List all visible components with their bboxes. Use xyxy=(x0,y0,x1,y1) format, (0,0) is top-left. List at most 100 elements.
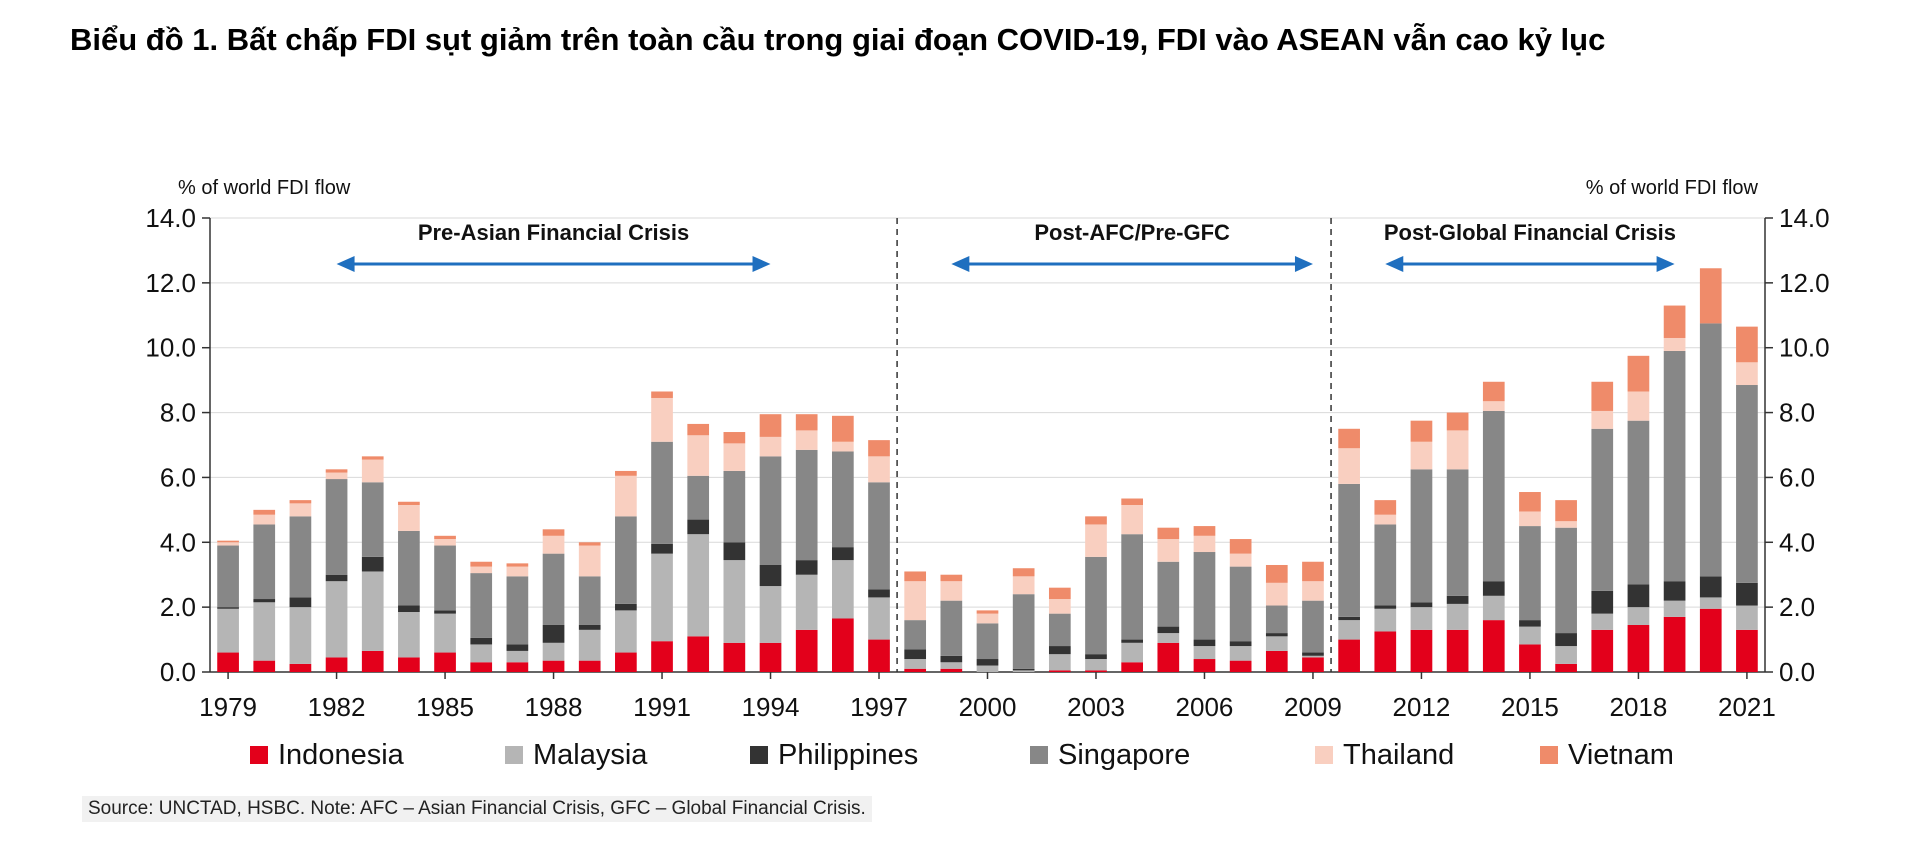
bar-vietnam-2014 xyxy=(1482,381,1505,402)
bar-thailand-1982 xyxy=(325,472,348,480)
bar-vietnam-2013 xyxy=(1446,412,1469,431)
bar-thailand-2018 xyxy=(1627,391,1650,421)
bar-malaysia-2016 xyxy=(1555,646,1577,664)
legend-swatch-singapore xyxy=(1030,746,1048,764)
bar-philippines-2017 xyxy=(1591,590,1614,614)
bar-malaysia-1990 xyxy=(615,610,637,653)
bar-vietnam-1986 xyxy=(470,561,493,567)
bar-philippines-1982 xyxy=(325,574,348,582)
bar-philippines-1991 xyxy=(651,543,673,554)
bar-thailand-1983 xyxy=(361,459,384,483)
bar-indonesia-1996 xyxy=(832,618,854,672)
bar-malaysia-2018 xyxy=(1627,607,1650,625)
bar-indonesia-1979 xyxy=(217,652,239,672)
bar-indonesia-1982 xyxy=(325,657,348,672)
arrow-left-head xyxy=(1385,256,1404,272)
bar-indonesia-2011 xyxy=(1374,631,1397,672)
bar-singapore-1998 xyxy=(904,620,927,650)
bar-philippines-2013 xyxy=(1446,595,1469,604)
bar-malaysia-2012 xyxy=(1410,607,1433,630)
legend-swatch-thailand xyxy=(1315,746,1333,764)
bar-indonesia-2017 xyxy=(1591,629,1614,672)
bar-singapore-2021 xyxy=(1736,385,1758,583)
y-tick-label-left: 4.0 xyxy=(160,527,196,557)
y-tick-label-left: 14.0 xyxy=(145,203,196,233)
bar-singapore-2002 xyxy=(1048,613,1071,647)
bar-indonesia-1997 xyxy=(868,639,890,672)
bar-vietnam-1989 xyxy=(578,542,601,546)
x-tick-label: 2000 xyxy=(959,692,1017,722)
bar-indonesia-1999 xyxy=(940,668,963,672)
bar-philippines-2005 xyxy=(1157,626,1180,634)
bar-philippines-1988 xyxy=(542,624,565,643)
bar-philippines-2015 xyxy=(1519,620,1541,627)
period-label: Post-Global Financial Crisis xyxy=(1384,220,1676,245)
bar-philippines-2008 xyxy=(1265,633,1288,637)
bar-malaysia-2019 xyxy=(1663,600,1686,617)
bar-philippines-1981 xyxy=(289,597,312,608)
bar-vietnam-2002 xyxy=(1048,587,1071,600)
bar-thailand-2015 xyxy=(1519,511,1541,527)
legend-label-vietnam: Vietnam xyxy=(1568,739,1674,771)
bar-thailand-2009 xyxy=(1302,581,1324,601)
bar-indonesia-1989 xyxy=(578,660,601,672)
bar-singapore-2004 xyxy=(1121,534,1143,640)
bar-singapore-2014 xyxy=(1482,410,1505,582)
legend-label-singapore: Singapore xyxy=(1058,739,1190,771)
bar-thailand-2013 xyxy=(1446,430,1469,470)
bar-malaysia-2006 xyxy=(1193,646,1216,660)
bar-singapore-2015 xyxy=(1519,526,1541,621)
legend-swatch-malaysia xyxy=(505,746,523,764)
bar-indonesia-2015 xyxy=(1519,644,1541,672)
bar-malaysia-1981 xyxy=(289,607,312,664)
bar-vietnam-2010 xyxy=(1338,428,1360,449)
bar-malaysia-2017 xyxy=(1591,613,1614,630)
bar-philippines-1989 xyxy=(578,624,601,630)
bar-singapore-1982 xyxy=(325,479,348,575)
bar-indonesia-1991 xyxy=(651,641,673,672)
bar-thailand-2006 xyxy=(1193,535,1216,553)
bar-singapore-2012 xyxy=(1410,469,1433,603)
axes: 0.0 0.0 2.0 2.0 4.0 4.0 6.0 6.0 8.0 8.0 10.0 10.0 12… xyxy=(145,203,1829,722)
bar-malaysia-2000 xyxy=(976,665,999,672)
bar-singapore-1983 xyxy=(361,482,384,557)
bar-thailand-2011 xyxy=(1374,514,1397,525)
y-tick-label-right: 0.0 xyxy=(1779,657,1815,687)
bar-philippines-1979 xyxy=(217,607,239,609)
bar-thailand-1993 xyxy=(723,443,746,471)
bar-philippines-2002 xyxy=(1048,646,1071,655)
bar-malaysia-2013 xyxy=(1446,603,1469,630)
bar-singapore-1988 xyxy=(542,553,565,625)
bar-vietnam-2009 xyxy=(1302,561,1324,582)
bar-malaysia-2001 xyxy=(1012,670,1035,672)
bar-singapore-2005 xyxy=(1157,561,1180,627)
bar-singapore-2018 xyxy=(1627,420,1650,585)
y-tick-label-left: 0.0 xyxy=(160,657,196,687)
period-label: Post-AFC/Pre-GFC xyxy=(1034,220,1230,245)
bar-thailand-1998 xyxy=(904,581,927,621)
bar-thailand-2002 xyxy=(1048,599,1071,614)
bar-vietnam-2016 xyxy=(1555,500,1577,522)
bar-vietnam-1994 xyxy=(759,414,782,437)
bar-indonesia-1983 xyxy=(361,650,384,672)
x-tick-label: 1988 xyxy=(525,692,583,722)
bar-singapore-2019 xyxy=(1663,350,1686,582)
bar-indonesia-2005 xyxy=(1157,642,1180,672)
y-tick-label-right: 12.0 xyxy=(1779,268,1830,298)
bar-philippines-2021 xyxy=(1736,582,1758,606)
bar-thailand-1985 xyxy=(434,539,456,546)
bar-vietnam-1991 xyxy=(651,391,673,398)
bar-vietnam-2011 xyxy=(1374,500,1397,515)
y-tick-label-right: 8.0 xyxy=(1779,398,1815,428)
bar-thailand-1997 xyxy=(868,456,890,483)
bar-philippines-1980 xyxy=(253,599,276,603)
bar-thailand-1999 xyxy=(940,581,963,601)
legend-label-malaysia: Malaysia xyxy=(533,739,648,771)
bar-thailand-2016 xyxy=(1555,521,1577,528)
bar-philippines-1984 xyxy=(398,605,420,613)
bar-vietnam-1995 xyxy=(795,414,818,431)
bar-singapore-1991 xyxy=(651,441,673,544)
bar-philippines-1993 xyxy=(723,542,746,561)
bar-thailand-1979 xyxy=(217,542,239,546)
